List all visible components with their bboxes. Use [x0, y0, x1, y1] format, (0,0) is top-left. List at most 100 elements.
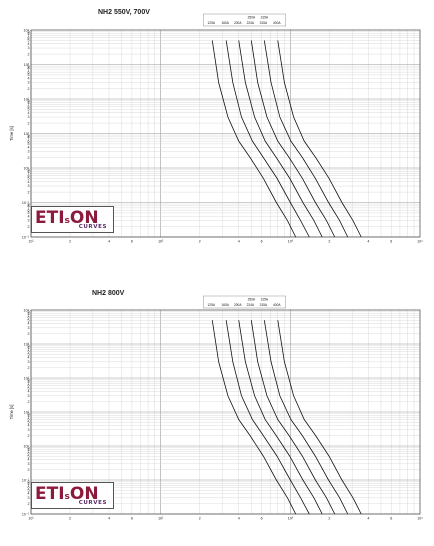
y-tick-label: 10¹ — [24, 410, 30, 414]
y-tick-label: 10⁻¹ — [22, 478, 30, 482]
y-minor-tick-label: 7 — [28, 415, 30, 419]
curve-315a — [263, 320, 349, 515]
plot-frame — [30, 309, 421, 515]
y-minor-tick-label: 9 — [28, 99, 30, 103]
y-minor-tick-label: 6 — [28, 36, 30, 40]
x-tick-label: 2 — [69, 517, 71, 521]
rating-labels: 250A 315A 125A 160A 200A 224A 315A 400A — [203, 13, 286, 27]
y-minor-tick-label: 3 — [28, 46, 30, 50]
y-minor-tick-label: 6 — [28, 452, 30, 456]
rating-label-bottom: 400A — [273, 21, 281, 25]
etison-logo-2: ETIsON CURVES — [31, 482, 114, 509]
y-minor-tick-label: 8 — [28, 311, 30, 315]
curve-200a — [238, 40, 323, 238]
y-minor-tick-label: 9 — [28, 480, 30, 484]
x-tick-label: 2 — [328, 240, 330, 244]
y-minor-tick-label: 8 — [28, 379, 30, 383]
y-minor-tick-label: 2 — [28, 225, 30, 229]
y-minor-tick-label: 9 — [28, 64, 30, 68]
y-minor-tick-label: 4 — [28, 214, 30, 218]
y-tick-label: 10⁰ — [24, 166, 30, 170]
y-tick-label: 10⁰ — [24, 444, 30, 448]
y-minor-tick-label: 6 — [28, 486, 30, 490]
y-minor-tick-label: 9 — [28, 378, 30, 382]
y-minor-tick-label: 7 — [28, 103, 30, 107]
y-minor-tick-label: 4 — [28, 492, 30, 496]
x-tick-label: 10⁴ — [417, 517, 423, 521]
y-minor-tick-label: 4 — [28, 356, 30, 360]
y-minor-tick-label: 6 — [28, 418, 30, 422]
y-minor-tick-label: 6 — [28, 139, 30, 143]
y-minor-tick-label: 5 — [28, 108, 30, 112]
rating-label-box — [203, 295, 286, 309]
y-tick-label: 10¹ — [24, 132, 30, 136]
rating-label-bottom: 224A — [247, 21, 255, 25]
y-minor-tick-label: 2 — [28, 366, 30, 370]
y-minor-tick-label: 7 — [28, 313, 30, 317]
rating-label-top: 250A — [248, 298, 256, 302]
y-minor-tick-label: 9 — [28, 133, 30, 137]
y-minor-tick-label: 5 — [28, 211, 30, 215]
x-tick-label: 10⁴ — [417, 240, 423, 244]
y-minor-tick-label: 5 — [28, 352, 30, 356]
y-minor-tick-label: 8 — [28, 481, 30, 485]
y-minor-tick-label: 2 — [28, 87, 30, 91]
y-tick-label: 10² — [24, 97, 30, 101]
rating-label-bottom: 400A — [273, 303, 281, 307]
y-minor-tick-label: 9 — [28, 344, 30, 348]
etison-logo-mark: ETIsON — [35, 208, 99, 228]
x-tick-label: 6 — [390, 240, 392, 244]
y-minor-tick-label: 9 — [28, 412, 30, 416]
y-minor-tick-label: 6 — [28, 316, 30, 320]
y-minor-tick-label: 7 — [28, 347, 30, 351]
y-minor-tick-label: 9 — [28, 168, 30, 172]
x-tick-label: 10³ — [288, 240, 294, 244]
y-minor-tick-label: 8 — [28, 345, 30, 349]
chart-svg-1: 2345678923456789234567892345678923456789… — [9, 13, 423, 244]
y-minor-tick-label: 4 — [28, 111, 30, 115]
x-tick-label: 10¹ — [28, 517, 34, 521]
y-minor-tick-label: 7 — [28, 381, 30, 385]
x-tick-label: 10² — [158, 517, 164, 521]
grid: 2345678923456789234567892345678923456789… — [28, 30, 420, 238]
y-axis-label: Time [s] — [9, 405, 14, 420]
x-tick-label: 4 — [238, 240, 240, 244]
x-tick-label: 6 — [131, 240, 133, 244]
curve-250a — [250, 40, 336, 238]
y-minor-tick-label: 8 — [28, 413, 30, 417]
x-tick-label: 4 — [108, 240, 110, 244]
x-tick-label: 10² — [158, 240, 164, 244]
y-minor-tick-label: 3 — [28, 360, 30, 364]
y-minor-tick-label: 9 — [28, 310, 30, 314]
x-tick-label: 2 — [69, 240, 71, 244]
y-minor-tick-label: 5 — [28, 420, 30, 424]
y-minor-tick-label: 7 — [28, 206, 30, 210]
curve-315a — [263, 40, 349, 238]
etison-logo-subtext: CURVES — [78, 500, 107, 506]
chart-title-1: NH2 550V, 700V — [98, 9, 150, 16]
y-tick-label: 10⁴ — [23, 28, 29, 32]
y-minor-tick-label: 6 — [28, 350, 30, 354]
x-tick-label: 6 — [390, 517, 392, 521]
y-minor-tick-label: 9 — [28, 446, 30, 450]
y-minor-tick-label: 2 — [28, 502, 30, 506]
rating-label-bottom: 200A — [234, 303, 242, 307]
y-tick-label: 10⁻² — [22, 512, 30, 516]
y-tick-label: 10³ — [24, 342, 30, 346]
chart-svg-2: 2345678923456789234567892345678923456789… — [9, 295, 423, 521]
x-tick-label: 10¹ — [28, 240, 34, 244]
y-tick-label: 10⁻¹ — [22, 201, 30, 205]
y-tick-label: 10⁴ — [23, 308, 29, 312]
rating-label-top: 315A — [261, 298, 269, 302]
y-minor-tick-label: 4 — [28, 42, 30, 46]
y-axis-label: Time [s] — [9, 126, 14, 141]
y-minor-tick-label: 3 — [28, 219, 30, 223]
y-minor-tick-label: 6 — [28, 105, 30, 109]
y-minor-tick-label: 6 — [28, 174, 30, 178]
x-tick-label: 4 — [367, 240, 369, 244]
rating-label-bottom: 160A — [221, 21, 229, 25]
y-minor-tick-label: 8 — [28, 135, 30, 139]
rating-label-top: 315A — [261, 16, 269, 20]
y-minor-tick-label: 5 — [28, 73, 30, 77]
